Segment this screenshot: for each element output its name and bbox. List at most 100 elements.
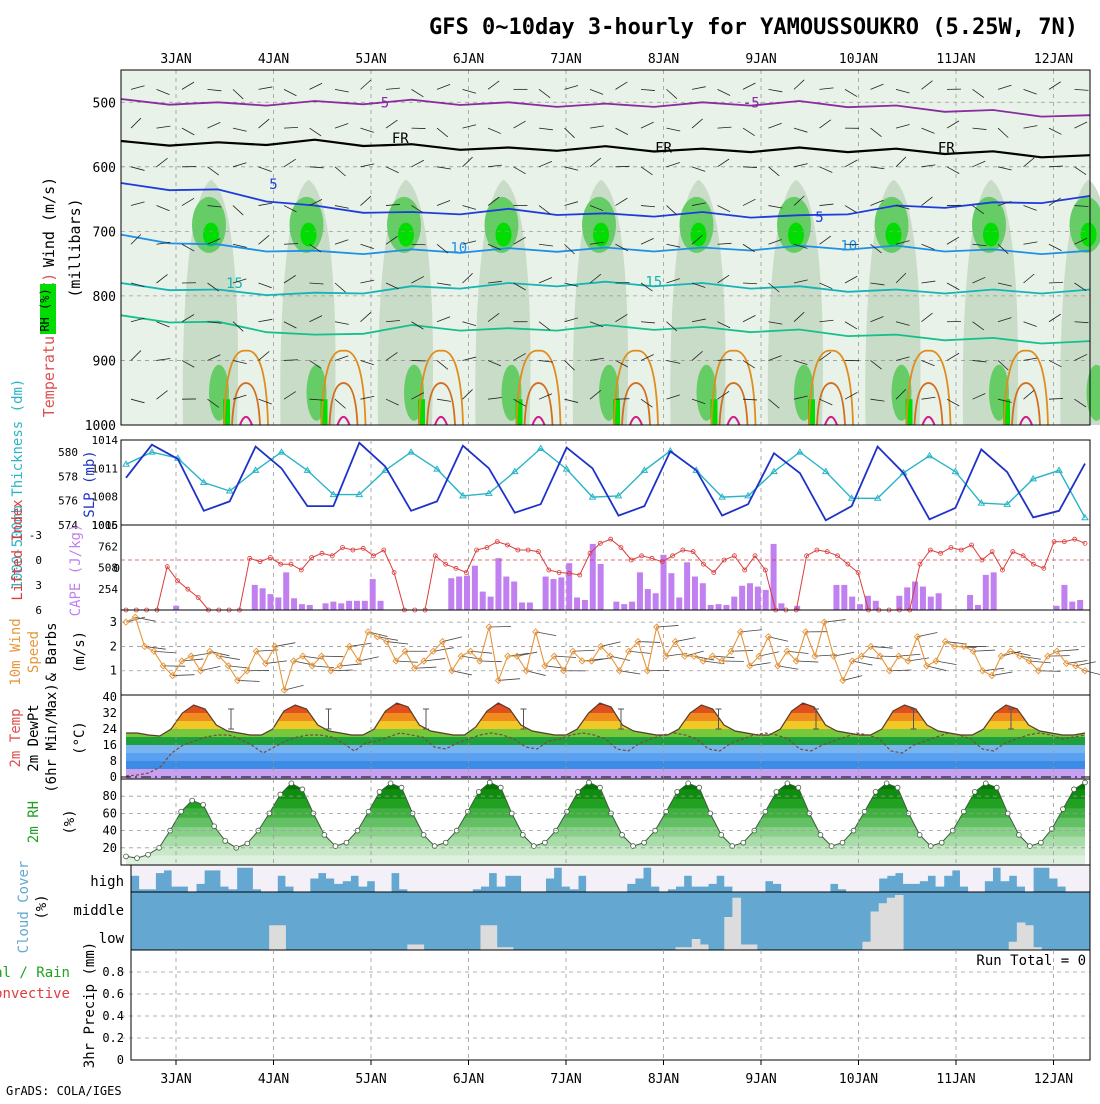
- rh-marker: [223, 839, 228, 844]
- cloud-high-gap: [1001, 865, 1010, 881]
- cape-bar: [346, 601, 352, 610]
- rh-marker: [124, 854, 129, 859]
- rh-marker: [1061, 807, 1066, 812]
- date-label-bottom: 4JAN: [258, 1072, 289, 1087]
- cloud-high-gap: [960, 865, 969, 887]
- cape-bar: [849, 597, 855, 610]
- cloud-high-gap: [903, 865, 912, 884]
- cloud-high-gap: [757, 865, 766, 892]
- wind10-tick-label: 2: [110, 639, 117, 653]
- cloud-high-gap: [188, 865, 197, 892]
- cloud-high-gap: [968, 865, 977, 892]
- rh-color-band: [121, 807, 1090, 817]
- rh-saturated-area: [301, 223, 317, 247]
- rh-marker: [322, 833, 327, 838]
- rh-marker: [774, 790, 779, 795]
- cape-bar: [936, 593, 942, 610]
- date-label-bottom: 3JAN: [160, 1072, 191, 1087]
- cloud-label: Cloud Cover: [16, 861, 32, 954]
- rh-marker: [719, 833, 724, 838]
- cloud-low-gap: [277, 925, 286, 950]
- pressure-tick-label: 1000: [85, 419, 116, 434]
- rh-saturated-area: [398, 223, 414, 247]
- date-label-bottom: 8JAN: [648, 1072, 679, 1087]
- rh-marker: [653, 828, 658, 833]
- cloud-high-gap: [936, 865, 945, 887]
- temp-color-band: [121, 753, 1090, 761]
- rh-saturated-area: [496, 223, 512, 247]
- cloud-low-gap: [895, 895, 904, 950]
- date-label-bottom: 10JAN: [839, 1072, 878, 1087]
- date-label-top: 8JAN: [648, 52, 679, 67]
- cloud-high-gap: [562, 865, 571, 887]
- cloud-high-gap: [448, 865, 457, 892]
- rh-marker: [840, 840, 845, 845]
- isotherm-label: FR: [938, 140, 955, 156]
- cape-bar: [700, 583, 706, 610]
- cloud-high-gap: [749, 865, 758, 892]
- rh-saturated-area: [593, 223, 609, 247]
- cloud-high-gap: [611, 865, 620, 892]
- rh-marker: [917, 833, 922, 838]
- rh-marker: [994, 785, 999, 790]
- temp-color-band: [121, 761, 1090, 769]
- cape-bar: [763, 590, 769, 610]
- cloud-low-gap: [489, 925, 498, 950]
- cape-bar: [550, 579, 556, 610]
- wind10-tick-label: 1: [110, 664, 117, 678]
- rh-marker: [300, 787, 305, 792]
- cloud-high-gap: [131, 865, 140, 876]
- precip-tick-label: 0.6: [102, 987, 124, 1001]
- cloud-high-gap: [334, 865, 343, 884]
- date-label-bottom: 9JAN: [745, 1072, 776, 1087]
- temp-color-band: [121, 695, 1090, 705]
- temp-tick-label: 0: [110, 770, 117, 784]
- cloud-high-gap: [545, 865, 554, 879]
- cloud-low-gap: [269, 925, 278, 950]
- cloud-high-gap: [139, 865, 148, 889]
- temp-tick-label: 40: [103, 690, 117, 704]
- temp-bands: [121, 695, 1090, 779]
- pressure-tick-label: 900: [93, 354, 116, 369]
- rh-marker: [818, 833, 823, 838]
- cape-bar: [857, 604, 863, 610]
- temp-tick-label: 24: [103, 722, 117, 736]
- cloud-high-gap: [724, 865, 733, 887]
- cloud-high-gap: [164, 865, 173, 870]
- cloud-high-gap: [773, 865, 782, 884]
- rh-marker: [939, 840, 944, 845]
- isotherm-label: 15: [645, 275, 662, 291]
- temp-unit: (°C): [72, 721, 88, 755]
- rh-marker: [697, 785, 702, 790]
- cloud-low-gap: [741, 945, 750, 951]
- cape-bar: [676, 597, 682, 610]
- run-total-label: Run Total = 0: [976, 953, 1086, 969]
- rh-marker: [972, 790, 977, 795]
- wind10-panel-frame: [121, 610, 1090, 695]
- cloud-high-gap: [367, 865, 376, 881]
- cape-bar: [967, 595, 973, 610]
- rh-marker: [983, 781, 988, 786]
- cape-bar: [637, 572, 643, 610]
- cape-bar: [778, 603, 784, 610]
- rh-marker: [1039, 840, 1044, 845]
- rh-tick-label: 40: [103, 824, 117, 838]
- cape-bar: [299, 604, 305, 610]
- isotherm-label: -5: [743, 95, 760, 111]
- cloud-high-gap: [806, 865, 815, 892]
- cloud-high-gap: [464, 865, 473, 892]
- cloud-high-gap: [797, 865, 806, 892]
- date-label-bottom: 7JAN: [550, 1072, 581, 1087]
- rh-marker: [1072, 787, 1077, 792]
- cloud-unit: (%): [34, 894, 50, 919]
- rh-marker: [565, 809, 570, 814]
- cloud-high-gap: [261, 865, 270, 892]
- cloud-high-gap: [472, 865, 481, 889]
- cape-bar: [480, 592, 486, 610]
- cloud-high-gap: [229, 865, 238, 889]
- cape-bar: [716, 604, 722, 610]
- pressure-tick-label: 700: [93, 225, 116, 240]
- cape-bar: [574, 597, 580, 610]
- cloud-low-gap: [879, 903, 888, 950]
- rh-marker: [576, 790, 581, 795]
